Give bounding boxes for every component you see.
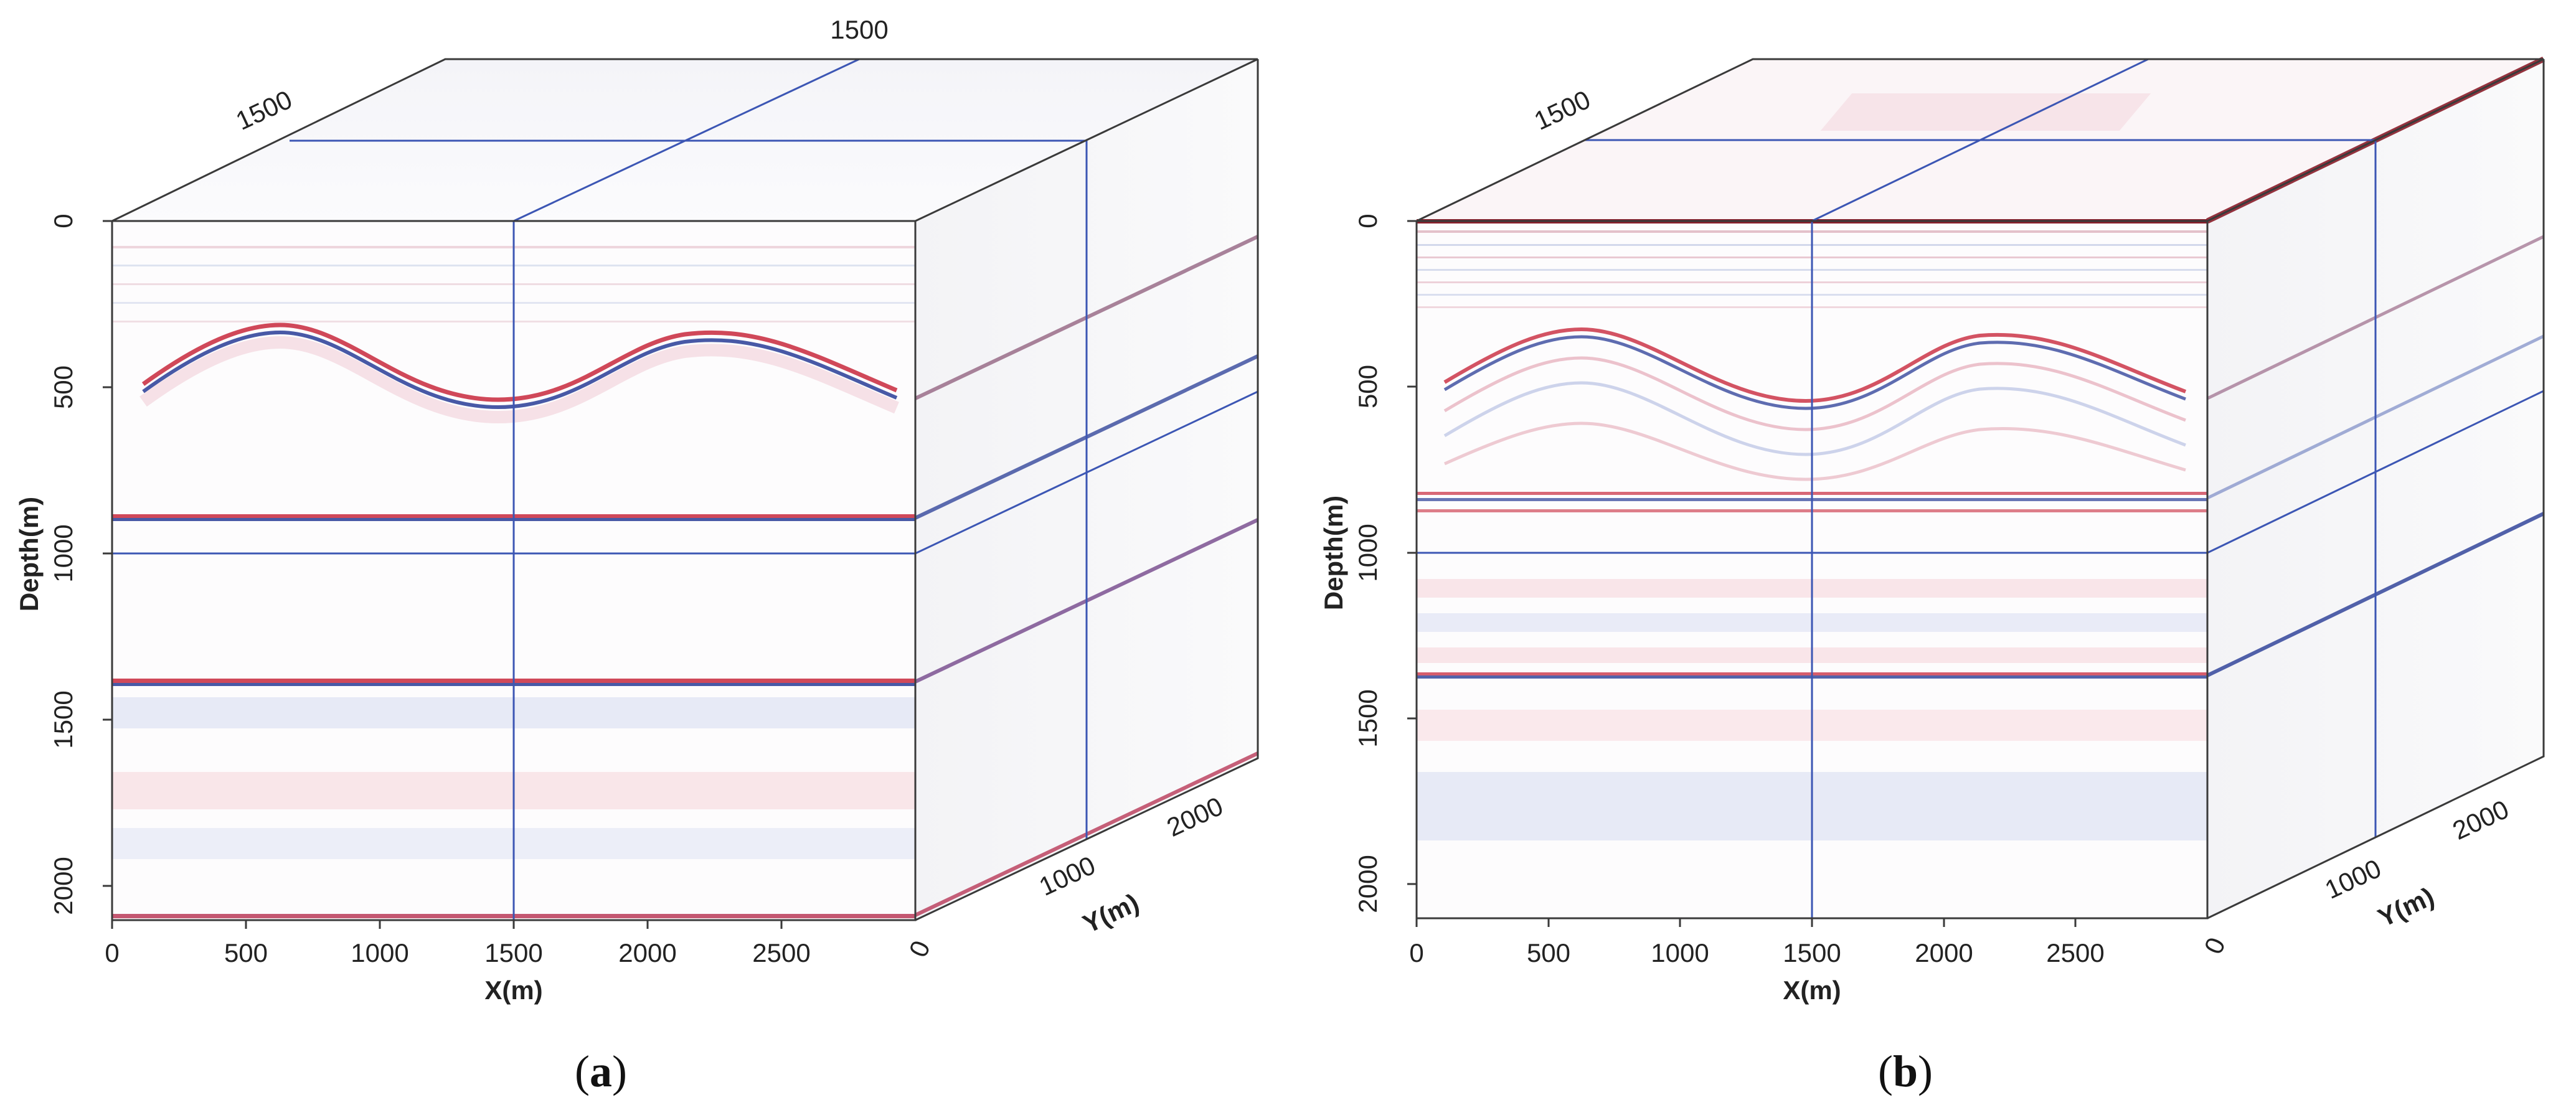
y-tick-0: 0 [903, 936, 936, 961]
wavy-reflector-echo-1 [1443, 356, 2186, 431]
depth-tick-1500: 1500 [1353, 689, 1382, 747]
wavy-reflector-echo-3 [1443, 421, 2186, 481]
top-label-x-slice: 1500 [830, 15, 888, 44]
y-axis-title: Y(m) [2374, 882, 2438, 933]
x-tick-1000: 1000 [1651, 938, 1709, 967]
panel-a: 0 500 1000 1500 2000 Depth(m) 0 500 1000… [14, 15, 1259, 1096]
x-axis: 0 500 1000 1500 2000 2500 X(m) [1409, 918, 2105, 1005]
depth-axis: 0 500 1000 1500 2000 Depth(m) [14, 214, 112, 915]
x-tick-1500: 1500 [1783, 938, 1841, 967]
x-tick-0: 0 [1409, 938, 1423, 967]
y-tick-2000: 2000 [2448, 794, 2514, 845]
depth-tick-2000: 2000 [1353, 855, 1382, 913]
x-axis: 0 500 1000 1500 2000 2500 X(m) [105, 920, 811, 1005]
x-tick-2500: 2500 [752, 938, 810, 967]
top-face-patch [1820, 93, 2151, 131]
top-label-y-slice: 1500 [1530, 85, 1595, 136]
cube-right-outline [2207, 59, 2545, 920]
x-tick-500: 500 [224, 938, 268, 967]
x-tick-2000: 2000 [618, 938, 676, 967]
depth-tick-500: 500 [49, 365, 78, 409]
y-tick-1000: 1000 [2321, 854, 2386, 905]
x-axis-title: X(m) [1783, 976, 1841, 1005]
x-tick-2500: 2500 [2046, 938, 2104, 967]
x-tick-1500: 1500 [484, 938, 542, 967]
depth-tick-0: 0 [49, 214, 78, 228]
x-axis-title: X(m) [484, 976, 542, 1005]
depth-tick-1000: 1000 [1353, 524, 1382, 581]
wavy-reflector-echo-2 [1443, 381, 2186, 456]
x-tick-2000: 2000 [1915, 938, 1973, 967]
depth-tick-1000: 1000 [49, 524, 78, 582]
wavy-reflector-blue [1443, 335, 2186, 410]
depth-axis-title: Depth(m) [14, 497, 44, 611]
y-axis-title: Y(m) [1078, 888, 1143, 939]
depth-tick-1500: 1500 [49, 690, 78, 748]
caption-a: (a) [575, 1047, 627, 1096]
depth-tick-0: 0 [1353, 214, 1382, 228]
wavy-reflector-red [1443, 327, 2187, 403]
slice-depth-side [2207, 390, 2544, 554]
depth-axis: 0 500 1000 1500 2000 Depth(m) [1319, 214, 1417, 913]
x-tick-0: 0 [105, 938, 119, 967]
wavy-reflector-blue [142, 330, 898, 410]
y-tick-0: 0 [2199, 933, 2231, 958]
depth-tick-2000: 2000 [49, 857, 78, 915]
x-tick-1000: 1000 [351, 938, 408, 967]
caption-b: (b) [1878, 1047, 1933, 1096]
panel-b: 0 500 1000 1500 2000 Depth(m) 0 500 1000… [1319, 56, 2545, 1096]
x-tick-500: 500 [1527, 938, 1570, 967]
depth-axis-title: Depth(m) [1319, 496, 1348, 610]
depth-tick-500: 500 [1353, 365, 1382, 408]
wavy-reflector-halo [139, 336, 899, 424]
cube-right-outline [915, 59, 1259, 921]
wavy-reflector-red [141, 322, 898, 402]
slice-depth-side [915, 390, 1258, 555]
top-label-y-slice: 1500 [232, 85, 297, 136]
